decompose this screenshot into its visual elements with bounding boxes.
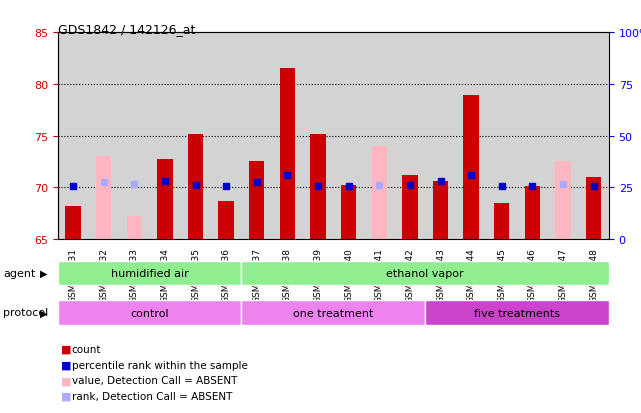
Bar [555, 162, 570, 240]
Bar [127, 217, 142, 240]
Bar [433, 182, 448, 240]
Bar [341, 186, 356, 240]
Bar [249, 162, 265, 240]
Bar [487, 33, 517, 240]
Bar [242, 261, 609, 286]
Text: GDS1842 / 142126_at: GDS1842 / 142126_at [58, 23, 195, 36]
Bar [494, 203, 510, 240]
Bar [58, 261, 242, 286]
Bar [310, 134, 326, 240]
Bar [372, 147, 387, 240]
Bar [586, 178, 601, 240]
Bar [58, 33, 88, 240]
Bar [119, 33, 149, 240]
Text: ■: ■ [61, 344, 71, 354]
Bar [65, 206, 81, 240]
Bar [403, 176, 417, 240]
Bar [242, 33, 272, 240]
Bar [188, 134, 203, 240]
Bar [272, 33, 303, 240]
Text: ethanol vapor: ethanol vapor [387, 268, 464, 279]
Text: agent: agent [3, 268, 36, 278]
Bar [547, 33, 578, 240]
Bar [517, 33, 547, 240]
Bar [395, 33, 425, 240]
Text: value, Detection Call = ABSENT: value, Detection Call = ABSENT [72, 375, 237, 385]
Bar [525, 187, 540, 240]
Text: ■: ■ [61, 391, 71, 401]
Text: ■: ■ [61, 360, 71, 370]
Bar [578, 33, 609, 240]
Bar [96, 157, 112, 240]
Bar [279, 69, 295, 240]
Text: control: control [130, 308, 169, 318]
Bar [425, 301, 609, 325]
Bar [364, 33, 395, 240]
Text: ■: ■ [61, 375, 71, 385]
Bar [180, 33, 211, 240]
Bar [425, 33, 456, 240]
Bar [88, 33, 119, 240]
Text: one treatment: one treatment [293, 308, 374, 318]
Bar [463, 96, 479, 240]
Bar [157, 160, 172, 240]
Text: rank, Detection Call = ABSENT: rank, Detection Call = ABSENT [72, 391, 232, 401]
Bar [242, 301, 425, 325]
Bar [333, 33, 364, 240]
Bar [211, 33, 242, 240]
Text: ▶: ▶ [40, 268, 48, 278]
Text: count: count [72, 344, 101, 354]
Bar [372, 176, 387, 240]
Text: humidified air: humidified air [111, 268, 188, 279]
Text: protocol: protocol [3, 308, 49, 318]
Bar [219, 201, 234, 240]
Text: ▶: ▶ [40, 308, 48, 318]
Bar [149, 33, 180, 240]
Text: percentile rank within the sample: percentile rank within the sample [72, 360, 247, 370]
Bar [58, 301, 242, 325]
Text: five treatments: five treatments [474, 308, 560, 318]
Bar [456, 33, 487, 240]
Bar [303, 33, 333, 240]
